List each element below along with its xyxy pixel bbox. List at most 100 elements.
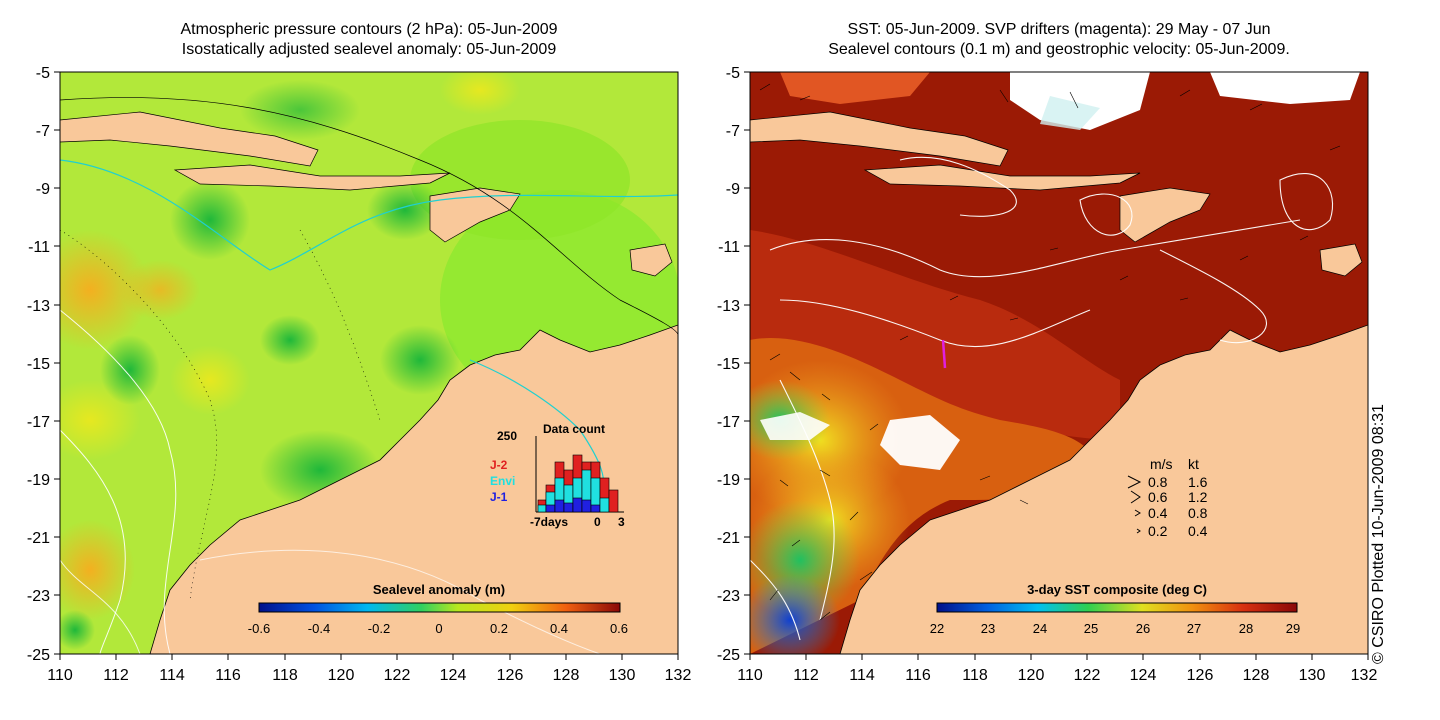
legend-j2: J-2 (490, 458, 508, 472)
data-count-ymax: 250 (497, 429, 517, 443)
right-x-label: 110 (737, 667, 763, 684)
left-x-label: 116 (215, 667, 241, 684)
colorbar-ramp (936, 602, 1298, 613)
velocity-legend-unit-ms: m/s (1150, 456, 1173, 472)
right-x-label: 122 (1074, 667, 1101, 684)
left-map-title: Atmospheric pressure contours (2 hPa): 0… (60, 20, 678, 60)
left-y-tick-labels: -5 -7 -9 -11 -13 -15 -17 -19 -21 -23 -25 (27, 65, 50, 664)
right-x-label: 116 (905, 667, 931, 684)
colorbar-title: 3-day SST composite (deg C) (1027, 582, 1207, 597)
left-x-label: 132 (665, 667, 692, 684)
left-y-label: -15 (27, 356, 50, 373)
right-title-line-2: Sealevel contours (0.1 m) and geostrophi… (828, 41, 1290, 58)
legend-envi: Envi (490, 474, 515, 488)
left-axis-ticks (54, 71, 679, 660)
right-title-line-1: SST: 05-Jun-2009. SVP drifters (magenta)… (847, 21, 1271, 38)
left-x-label: 120 (328, 667, 355, 684)
right-y-label: -19 (717, 472, 740, 489)
right-y-label: -23 (717, 588, 740, 605)
right-map (750, 72, 1368, 654)
velocity-arrow-icon (1130, 490, 1141, 504)
colorbar-tick: 0 (435, 621, 442, 636)
velocity-kt: 0.4 (1188, 523, 1208, 539)
colorbar-tick: 25 (1084, 621, 1098, 636)
velocity-ms: 0.8 (1148, 474, 1168, 490)
colorbar-ramp (258, 602, 621, 613)
geostrophic-velocity-arrows (759, 83, 1341, 621)
right-x-label: 130 (1299, 667, 1326, 684)
left-x-label: 122 (384, 667, 411, 684)
left-y-label: -7 (36, 123, 50, 140)
left-title-line-1: Atmospheric pressure contours (2 hPa): 0… (180, 21, 558, 38)
velocity-ms: 0.4 (1148, 505, 1168, 521)
left-x-label: 130 (609, 667, 636, 684)
right-x-label: 128 (1243, 667, 1270, 684)
right-y-label: -11 (718, 239, 740, 256)
sst-colorbar: 3-day SST composite (deg C) 22 23 24 25 … (930, 582, 1300, 636)
histogram-bar (608, 489, 619, 513)
velocity-arrow-icon (1134, 509, 1141, 517)
left-map (60, 72, 678, 654)
left-y-label: -17 (27, 414, 50, 431)
pressure-contour-cyan (60, 159, 678, 271)
landmass-australia (839, 324, 1368, 654)
right-x-label: 114 (849, 667, 875, 684)
histogram-bar (599, 497, 610, 513)
data-count-x-label: -7days (530, 515, 568, 529)
velocity-arrow-icon (1127, 475, 1142, 489)
colorbar-tick: 28 (1239, 621, 1253, 636)
histogram-bar (563, 502, 574, 513)
colorbar-tick: 0.2 (490, 621, 508, 636)
velocity-ms: 0.2 (1148, 523, 1168, 539)
right-axis-ticks (744, 71, 1369, 660)
histogram-bar (545, 504, 556, 513)
left-y-label: -21 (27, 530, 50, 547)
cloud-mask (1210, 72, 1360, 104)
right-y-tick-labels: -5 -7 -9 -11 -13 -15 -17 -19 -21 -23 -25 (717, 65, 740, 664)
histogram-bar (554, 499, 565, 513)
anomaly-high-1 (60, 230, 150, 350)
colorbar-tick: 23 (981, 621, 995, 636)
right-y-label: -7 (726, 123, 740, 140)
colorbar-tick: 29 (1286, 621, 1300, 636)
left-y-label: -19 (27, 472, 50, 489)
colorbar-tick: -0.6 (248, 621, 270, 636)
right-x-label: 112 (793, 667, 819, 684)
sealevel-colorbar: Sealevel anomaly (m) -0.6 -0.4 -0.2 0 0.… (248, 582, 628, 636)
right-y-label: -5 (726, 65, 740, 82)
colorbar-tick: -0.4 (308, 621, 330, 636)
left-y-label: -11 (28, 239, 50, 256)
landmass-australia (149, 324, 678, 654)
velocity-arrow-icon (1136, 528, 1141, 534)
left-x-label: 124 (440, 667, 467, 684)
left-y-label: -25 (27, 647, 50, 664)
right-x-label: 132 (1351, 667, 1378, 684)
left-y-label: -9 (36, 181, 50, 198)
velocity-legend-unit-kt: kt (1188, 456, 1199, 472)
velocity-legend: m/s kt 0.8 1.6 0.6 1.2 0.4 0.8 0.2 0.4 (1127, 456, 1208, 539)
right-y-label: -17 (717, 414, 740, 431)
right-x-tick-labels: 110 112 114 116 118 120 122 124 126 128 … (737, 667, 1377, 684)
colorbar-tick: 27 (1187, 621, 1201, 636)
velocity-kt: 1.6 (1188, 474, 1208, 490)
left-x-label: 126 (497, 667, 524, 684)
colorbar-tick: 0.6 (610, 621, 628, 636)
velocity-kt: 1.2 (1188, 489, 1208, 505)
colorbar-tick: -0.2 (368, 621, 390, 636)
left-y-label: -23 (27, 588, 50, 605)
velocity-kt: 0.8 (1188, 505, 1208, 521)
anomaly-high-2 (60, 520, 135, 620)
right-y-label: -25 (717, 647, 740, 664)
right-x-label: 124 (1130, 667, 1157, 684)
sst-cool-patch (750, 575, 840, 654)
histogram-bar (581, 499, 592, 513)
left-x-tick-labels: 110 112 114 116 118 120 122 124 126 128 … (47, 667, 691, 684)
right-x-label: 120 (1018, 667, 1045, 684)
left-title-line-2: Isostatically adjusted sealevel anomaly:… (181, 41, 557, 58)
data-count-histogram (537, 454, 619, 513)
data-count-title: Data count (543, 422, 605, 436)
left-x-label: 118 (272, 667, 298, 684)
cloud-mask (880, 415, 960, 470)
legend-j1: J-1 (490, 490, 508, 504)
colorbar-title: Sealevel anomaly (m) (373, 582, 505, 597)
